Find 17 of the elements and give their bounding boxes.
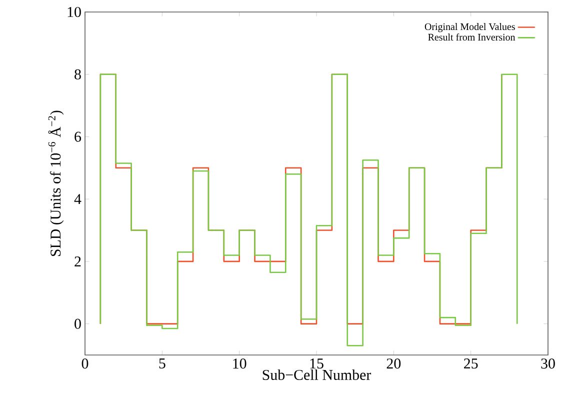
y-tick-label: 8 [74, 69, 81, 80]
y-tick-label: 10 [68, 6, 81, 18]
x-tick-label: 15 [310, 358, 324, 369]
x-tick-label: 25 [464, 358, 478, 369]
x-tick-label: 0 [82, 358, 88, 369]
x-tick-label: 30 [541, 358, 555, 369]
y-axis-title: SLD (Units of 10$^{−6}$ Å$^{−2}$) [48, 110, 64, 256]
y-tick-label: 4 [74, 194, 82, 204]
x-tick-label: 5 [159, 358, 166, 368]
y-tick-label: 2 [74, 256, 81, 266]
x-tick-label: 10 [233, 358, 246, 369]
y-tick-label: 6 [74, 132, 82, 142]
x-tick-label: 20 [386, 358, 401, 369]
x-axis-title: Sub−Cell Number [262, 369, 372, 380]
legend-label: Original Model Values [424, 23, 515, 32]
y-tick-label: 0 [74, 318, 81, 329]
legend-label: Result from Inversion [428, 33, 516, 41]
